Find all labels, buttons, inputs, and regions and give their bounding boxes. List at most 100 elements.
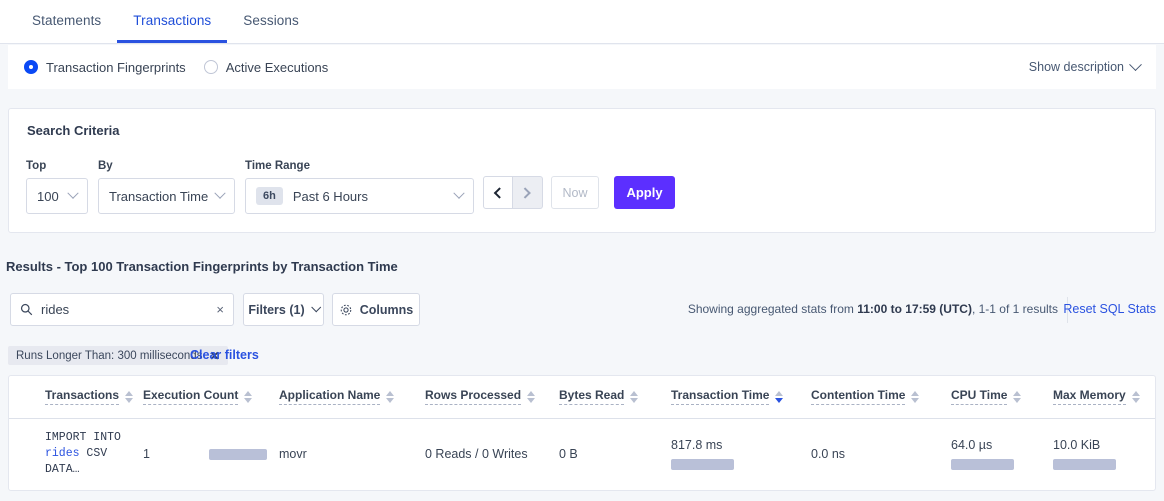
time-next-button[interactable] <box>513 176 543 209</box>
max-memory-value: 10.0 KiB <box>1053 438 1101 452</box>
search-criteria-title: Search Criteria <box>27 123 120 138</box>
time-previous-button[interactable] <box>483 176 513 209</box>
column-label: Bytes Read <box>559 388 625 406</box>
cell-transaction-query[interactable]: IMPORT INTO rides CSV DATA… <box>9 418 143 490</box>
sort-toggle[interactable] <box>1013 390 1022 403</box>
top-select[interactable]: 100 <box>26 178 88 214</box>
column-header-max-memory[interactable]: Max Memory <box>1053 376 1155 419</box>
sort-desc-icon <box>911 397 920 403</box>
sort-asc-icon <box>386 390 395 396</box>
sort-toggle[interactable] <box>1131 390 1140 403</box>
columns-button[interactable]: Columns <box>332 293 420 326</box>
chevron-down-icon <box>1129 57 1142 71</box>
by-select[interactable]: Transaction Time <box>98 178 235 214</box>
clear-search-icon[interactable]: × <box>216 302 224 317</box>
results-summary-range: 11:00 to 17:59 (UTC) <box>857 302 972 316</box>
column-label: Application Name <box>279 388 381 406</box>
sort-desc-icon <box>1013 397 1022 403</box>
results-summary-prefix: Showing aggregated stats from <box>687 302 858 316</box>
cpu-time-value: 64.0 µs <box>951 438 993 452</box>
column-label: Execution Count <box>143 388 239 406</box>
radio-transaction-fingerprints[interactable]: Transaction Fingerprints <box>24 60 186 75</box>
column-header-transaction-time[interactable]: Transaction Time <box>671 376 811 419</box>
sort-toggle[interactable] <box>244 390 253 403</box>
application-name-value: movr <box>279 447 307 461</box>
sort-toggle[interactable] <box>630 390 639 403</box>
column-header-execution-count[interactable]: Execution Count <box>143 376 279 419</box>
view-toggle-bar: Transaction Fingerprints Active Executio… <box>8 45 1156 89</box>
label-by: By <box>98 160 113 172</box>
time-range-select[interactable]: 6h Past 6 Hours <box>245 178 474 214</box>
radio-selected-icon <box>24 60 38 74</box>
search-icon <box>20 303 33 316</box>
query-line-2-rest: CSV DATA… <box>45 447 108 476</box>
clear-filters-link[interactable]: Clear filters <box>190 348 259 362</box>
filter-chip-runs-longer-than[interactable]: Runs Longer Than: 300 milliseconds ✕ <box>8 346 228 365</box>
label-top: Top <box>26 160 47 172</box>
time-range-value: Past 6 Hours <box>292 188 368 204</box>
results-title: Results - Top 100 Transaction Fingerprin… <box>6 259 398 274</box>
table-row[interactable]: IMPORT INTO rides CSV DATA… 1 movr <box>9 418 1155 490</box>
field-time-range: Time Range 6h Past 6 Hours <box>245 160 474 214</box>
sort-asc-icon <box>1131 390 1140 396</box>
close-icon[interactable]: ✕ <box>209 348 220 363</box>
tab-statements[interactable]: Statements <box>32 12 102 28</box>
column-header-application-name[interactable]: Application Name <box>279 376 425 419</box>
sort-desc-icon <box>527 397 536 403</box>
sort-toggle[interactable] <box>911 390 920 403</box>
label-time-range: Time Range <box>245 160 310 172</box>
sort-desc-icon <box>1131 397 1140 403</box>
cell-transaction-time: 817.8 ms <box>671 418 811 490</box>
chevron-down-icon <box>67 187 79 199</box>
sort-toggle-active[interactable] <box>775 390 784 403</box>
main-tabbar: Statements Transactions Sessions <box>0 0 1164 44</box>
tab-transactions[interactable]: Transactions <box>117 0 228 43</box>
filters-button[interactable]: Filters (1) <box>243 293 324 326</box>
table-header-row: Transactions Execution Count Application… <box>9 376 1155 419</box>
sort-desc-icon <box>775 397 784 403</box>
rows-processed-value: 0 Reads / 0 Writes <box>425 447 528 461</box>
show-description-toggle[interactable]: Show description <box>1029 57 1142 74</box>
sort-asc-icon <box>244 390 253 396</box>
cell-contention-time: 0.0 ns <box>811 418 951 490</box>
radio-label-transaction-fingerprints: Transaction Fingerprints <box>46 59 186 75</box>
results-summary-suffix: , 1-1 of 1 results <box>971 302 1058 316</box>
cell-rows-processed: 0 Reads / 0 Writes <box>425 418 559 490</box>
view-radio-group: Transaction Fingerprints Active Executio… <box>24 60 328 75</box>
sort-toggle[interactable] <box>386 390 395 403</box>
sort-toggle[interactable] <box>527 390 536 403</box>
field-by: By Transaction Time <box>98 160 235 214</box>
transaction-time-value: 817.8 ms <box>671 438 723 452</box>
query-line-2: rides CSV DATA… <box>45 446 135 478</box>
column-header-cpu-time[interactable]: CPU Time <box>951 376 1053 419</box>
results-summary: Showing aggregated stats from 11:00 to 1… <box>688 302 1058 316</box>
column-header-bytes-read[interactable]: Bytes Read <box>559 376 671 419</box>
column-label: Transaction Time <box>671 388 770 406</box>
by-value: Transaction Time <box>109 188 209 204</box>
chevron-left-icon <box>493 186 506 199</box>
chevron-down-icon <box>453 187 465 199</box>
column-header-transactions[interactable]: Transactions <box>9 376 143 419</box>
column-header-contention-time[interactable]: Contention Time <box>811 376 951 419</box>
transaction-time-bar <box>671 459 734 470</box>
apply-button[interactable]: Apply <box>614 176 675 209</box>
reset-sql-stats-link[interactable]: Reset SQL Stats <box>1063 302 1156 316</box>
cell-execution-count-bar: movr <box>209 418 425 490</box>
column-label: Max Memory <box>1053 388 1126 406</box>
search-input-value: rides <box>41 302 70 317</box>
column-header-rows-processed[interactable]: Rows Processed <box>425 376 559 419</box>
sort-asc-icon <box>911 390 920 396</box>
sort-asc-icon <box>1013 390 1022 396</box>
now-button[interactable]: Now <box>551 176 599 209</box>
sort-toggle[interactable] <box>125 390 134 403</box>
execution-count-value: 1 <box>143 447 150 461</box>
time-range-badge: 6h <box>256 187 283 205</box>
search-input[interactable]: rides × <box>10 293 234 326</box>
radio-unselected-icon <box>203 60 218 74</box>
summary-divider <box>1067 297 1068 323</box>
tab-sessions[interactable]: Sessions <box>243 12 299 28</box>
sort-asc-icon <box>630 390 639 396</box>
cell-max-memory: 10.0 KiB <box>1053 418 1155 490</box>
column-label: Rows Processed <box>425 388 522 406</box>
radio-active-executions[interactable]: Active Executions <box>203 60 328 75</box>
